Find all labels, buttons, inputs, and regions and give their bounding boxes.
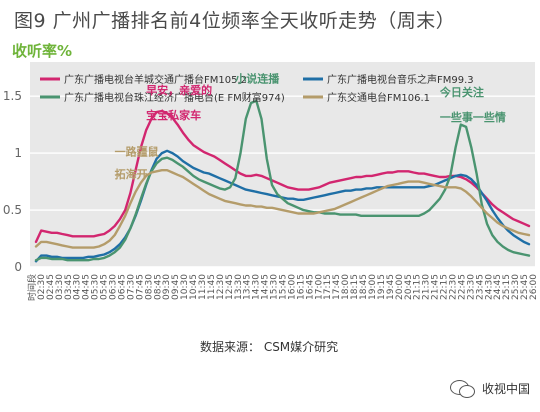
x-tick-label: 19:15 — [377, 274, 387, 300]
series-lines — [34, 99, 531, 263]
x-tick-label: 20:45 — [404, 274, 414, 300]
x-tick-label: 16:15 — [296, 274, 306, 300]
x-tick-label: 04:45 — [82, 274, 92, 300]
x-tick-label: 24:45 — [493, 274, 503, 300]
legend-label: 广东交通电台FM106.1 — [327, 91, 430, 104]
y-tick-label: 0.5 — [3, 203, 22, 217]
x-tick-label: 23:45 — [475, 274, 485, 300]
series-line — [34, 99, 531, 262]
x-tick-label: 17:00 — [314, 274, 324, 300]
watermark: 收视中国 — [450, 378, 530, 398]
x-tick-label: 12:45 — [225, 274, 235, 300]
x-tick-label: 14:30 — [252, 274, 262, 300]
x-tick-label: 25:30 — [511, 274, 521, 300]
annotation-label: 早安，亲爱的 — [146, 83, 212, 97]
x-tick-label: 22:30 — [448, 274, 458, 300]
x-tick-label: 08:45 — [153, 274, 163, 300]
x-tick-label: 15:45 — [279, 274, 289, 300]
x-tick-label: 21:30 — [422, 274, 432, 300]
x-tick-label: 22:45 — [457, 274, 467, 300]
source-note: 数据来源： CSM媒介研究 — [200, 340, 339, 354]
x-tick-label: 07:30 — [126, 274, 136, 300]
x-tick-label: 23:30 — [466, 274, 476, 300]
x-tick-label: 17:15 — [323, 274, 333, 300]
x-tick-label: 13:45 — [243, 274, 253, 300]
x-tick-label: 16:45 — [305, 274, 315, 300]
series-line — [34, 168, 531, 249]
x-tick-label: 21:45 — [431, 274, 441, 300]
x-tick-label: 05:30 — [91, 274, 101, 300]
x-tick-label: 12:30 — [216, 274, 226, 300]
x-tick-label: 17:45 — [332, 274, 342, 300]
y-axis-ticks: 0 0.5 1 1.5 — [3, 89, 22, 274]
annotation-label: 拓海开 — [115, 167, 148, 181]
wechat-icon — [450, 378, 476, 398]
x-tick-label: 09:45 — [171, 274, 181, 300]
x-tick-label: 11:30 — [198, 274, 208, 300]
x-tick-label: 19:00 — [368, 274, 378, 300]
x-tick-label: 03:45 — [64, 274, 74, 300]
x-axis-ticks: 时间段02:3002:4503:3003:4504:3004:4505:3005… — [26, 274, 539, 301]
x-tick-label: 03:30 — [55, 274, 65, 300]
y-tick-label: 0 — [14, 260, 22, 274]
x-tick-label: 13:30 — [234, 274, 244, 300]
x-tick-label: 16:00 — [287, 274, 297, 300]
x-tick-label: 09:30 — [162, 274, 172, 300]
x-tick-label: 04:30 — [73, 274, 83, 300]
legend-label: 广东广播电视台珠江经济广播电台(E FM财富974) — [64, 91, 285, 104]
x-tick-label: 18:00 — [341, 274, 351, 300]
annotation-label: 一些事一些情 — [440, 110, 506, 124]
x-tick-label: 22:15 — [440, 274, 450, 300]
legend: 广东广播电视台羊城交通广播台FM105.2 广东广播电视台音乐之声FM99.3 广东… — [40, 73, 474, 104]
series-line — [34, 109, 531, 244]
x-tick-label: 10:45 — [189, 274, 199, 300]
x-tick-label: 05:45 — [100, 274, 110, 300]
figure-title: 图9 广州广播排名前4位频率全天收听走势（周末） — [14, 10, 456, 32]
x-tick-label: 06:30 — [109, 274, 119, 300]
x-tick-label: 19:45 — [386, 274, 396, 300]
annotation-label: 宝宝私家车 — [146, 108, 201, 122]
x-tick-label: 21:15 — [413, 274, 423, 300]
x-tick-label: 24:30 — [484, 274, 494, 300]
x-tick-label: 07:45 — [135, 274, 145, 300]
annotation-label: 今日关注 — [439, 85, 484, 99]
y-tick-label: 1 — [14, 146, 22, 160]
x-tick-label: 时间段 — [26, 274, 38, 301]
legend-label: 广东广播电视台羊城交通广播台FM105.2 — [64, 73, 247, 86]
x-tick-label: 25:45 — [520, 274, 530, 300]
y-axis-unit-label: 收听率% — [12, 42, 73, 60]
x-tick-label: 11:45 — [207, 274, 217, 300]
x-tick-label: 06:45 — [117, 274, 127, 300]
x-tick-label: 25:15 — [502, 274, 512, 300]
x-tick-label: 14:45 — [261, 274, 271, 300]
annotation-label: 一路疆鼠 — [115, 144, 159, 158]
x-tick-label: 26:00 — [529, 274, 539, 300]
x-tick-label: 15:30 — [270, 274, 280, 300]
x-tick-label: 18:45 — [359, 274, 369, 300]
x-tick-label: 02:30 — [37, 274, 47, 300]
x-tick-label: 20:00 — [395, 274, 405, 300]
annotation-label: 小说连播 — [234, 72, 280, 86]
legend-label: 广东广播电视台音乐之声FM99.3 — [327, 73, 474, 86]
x-tick-label: 10:30 — [180, 274, 190, 300]
x-tick-label: 18:15 — [350, 274, 360, 300]
x-tick-label: 02:45 — [46, 274, 56, 300]
y-tick-label: 1.5 — [3, 89, 22, 103]
x-tick-label: 08:30 — [144, 274, 154, 300]
watermark-label: 收视中国 — [482, 381, 531, 396]
